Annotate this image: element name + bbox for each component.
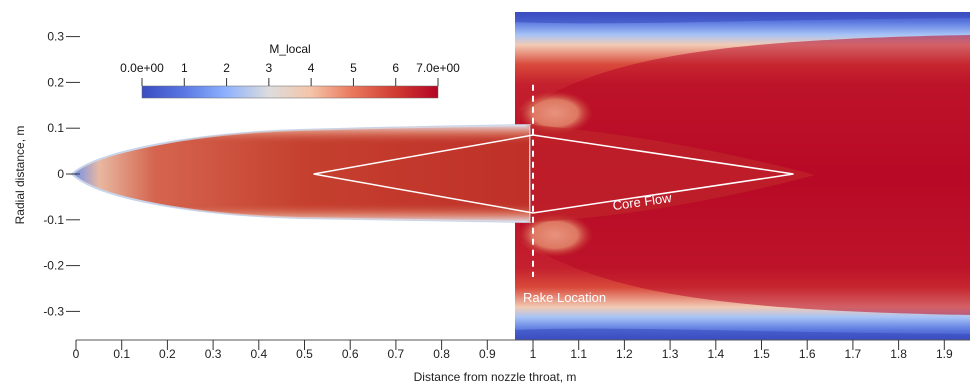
x-tick-label: 1.1 (570, 347, 587, 361)
x-tick-label: 0.8 (433, 347, 450, 361)
x-tick-label: 1.6 (799, 347, 816, 361)
x-tick-label: 1.5 (753, 347, 770, 361)
x-tick-label: 1.3 (662, 347, 679, 361)
contour-field (70, 12, 970, 340)
x-tick-label: 1.2 (616, 347, 633, 361)
rake-location-label: Rake Location (523, 290, 606, 305)
x-tick-label: 1.9 (936, 347, 953, 361)
colorbar-ticks: 0.0e+00 1 2 3 4 5 6 7.0e+00 (120, 61, 460, 86)
lower-expansion-bubble (517, 213, 593, 257)
x-tick-label: 0.3 (205, 347, 222, 361)
colorbar-tick-label: 3 (266, 61, 273, 75)
x-tick-label: 0.7 (388, 347, 405, 361)
lower-shear-layer (515, 328, 970, 340)
x-tick-label: 1.4 (707, 347, 724, 361)
x-tick-label: 1.7 (845, 347, 862, 361)
y-tick-label: 0.3 (47, 30, 64, 44)
nozzle-plume-edge (72, 125, 530, 222)
x-tick-label: 0 (73, 347, 80, 361)
x-tick-label: 0.1 (113, 347, 130, 361)
y-tick-label: -0.1 (43, 213, 64, 227)
upper-expansion-bubble (517, 91, 593, 135)
colorbar-tick-label: 0.0e+00 (120, 61, 164, 75)
y-tick-label: -0.2 (43, 259, 64, 273)
x-tick-label: 0.4 (250, 347, 267, 361)
colorbar: M_local 0.0e+00 1 2 3 4 5 6 7.0e+00 (120, 42, 460, 99)
colorbar-tick-label: 2 (223, 61, 230, 75)
colorbar-tick-label: 1 (181, 61, 188, 75)
colorbar-tick-label: 4 (308, 61, 315, 75)
x-tick-label: 0.5 (296, 347, 313, 361)
x-tick-label: 1 (530, 347, 537, 361)
colorbar-tick-label: 7.0e+00 (416, 61, 460, 75)
colorbar-tick-label: 5 (350, 61, 357, 75)
colorbar-gradient (141, 85, 439, 99)
colorbar-title: M_local (269, 42, 310, 56)
plume-tail (530, 125, 815, 222)
x-tick-label: 0.2 (159, 347, 176, 361)
y-tick-label: 0.2 (47, 75, 64, 89)
y-tick-label: 0 (57, 167, 64, 181)
x-tick-label: 1.8 (890, 347, 907, 361)
x-tick-label: 0.6 (342, 347, 359, 361)
core-flow-diamond (313, 134, 794, 214)
y-tick-label: 0.1 (47, 121, 64, 135)
x-tick-label: 0.9 (479, 347, 496, 361)
y-axis-title: Radial distance, m (13, 126, 27, 225)
colorbar-tick-label: 6 (392, 61, 399, 75)
x-axis-title: Distance from nozzle throat, m (414, 370, 577, 384)
y-tick-label: -0.3 (43, 304, 64, 318)
x-axis: 0 0.1 0.2 0.3 0.4 0.5 0.6 0.7 0.8 0.9 1 1.1 1.2 1.3 1.… (73, 339, 970, 361)
upper-shear-layer (515, 12, 970, 24)
y-axis: 0.3 0.2 0.1 0 -0.1 -0.2 -0.3 (43, 30, 80, 318)
